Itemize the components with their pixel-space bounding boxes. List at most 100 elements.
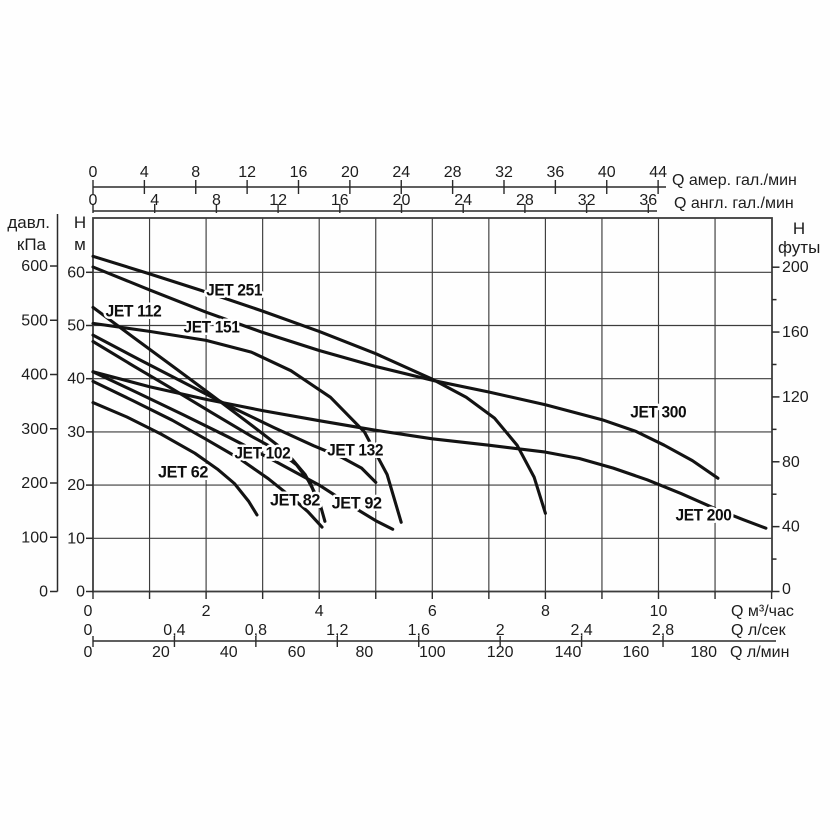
axis-bottom-l-min: 0 20 40 60 80 100 120 140 160 180 Q л/мин bbox=[84, 640, 789, 661]
axis-top-imp_gpm: 0 4 8 12 16 20 24 28 32 36 Q англ. гал./мин bbox=[89, 192, 794, 213]
pump-curves bbox=[91, 254, 768, 531]
axis-left-head-m: 60 50 40 30 20 10 0 Hм bbox=[67, 213, 93, 601]
svg-text:200: 200 bbox=[21, 475, 48, 492]
svg-text:8: 8 bbox=[541, 603, 550, 620]
axis-bottom-l-s: 0 0,4 0,8 1,2 1,6 2 2,4 2,8 Q л/сек bbox=[84, 622, 787, 647]
svg-text:Q л/сек: Q л/сек bbox=[731, 622, 787, 639]
svg-text:16: 16 bbox=[331, 192, 349, 209]
svg-text:Q м³/час: Q м³/час bbox=[731, 603, 794, 620]
curve-label-jet-300: JET 300 bbox=[630, 403, 686, 422]
curve-labels: JET 62 JET 82 JET 92 JET 102 JET 112 JET 132 J… bbox=[103, 278, 734, 527]
svg-text:80: 80 bbox=[356, 644, 374, 661]
svg-text:36: 36 bbox=[546, 164, 564, 181]
curve-jet-62 bbox=[91, 401, 259, 517]
svg-text:0: 0 bbox=[84, 603, 93, 620]
svg-text:8: 8 bbox=[212, 192, 221, 209]
svg-text:0: 0 bbox=[84, 644, 93, 661]
svg-text:0: 0 bbox=[89, 192, 98, 209]
curve-label-jet-132: JET 132 bbox=[327, 440, 383, 459]
curve-label-jet-151: JET 151 bbox=[183, 317, 239, 336]
svg-text:30: 30 bbox=[67, 424, 85, 441]
svg-text:36: 36 bbox=[639, 192, 657, 209]
axis-left-pressure-kpa: 600 500 400 300 200 100 0 давл. кПа bbox=[7, 213, 59, 601]
svg-text:2,8: 2,8 bbox=[652, 622, 674, 639]
curve-jet-200 bbox=[91, 370, 768, 530]
svg-text:180: 180 bbox=[690, 644, 717, 661]
axis-top-us_gpm: 0 4 8 12 16 20 24 28 32 36 40 44 Q амер. гал./мин bbox=[89, 164, 797, 194]
svg-text:32: 32 bbox=[578, 192, 596, 209]
svg-text:4: 4 bbox=[140, 164, 149, 181]
svg-text:4: 4 bbox=[315, 603, 324, 620]
svg-text:200: 200 bbox=[782, 259, 809, 276]
svg-text:28: 28 bbox=[516, 192, 534, 209]
svg-text:2: 2 bbox=[496, 622, 505, 639]
svg-text:44: 44 bbox=[649, 164, 667, 181]
svg-text:0: 0 bbox=[782, 581, 791, 598]
svg-text:0: 0 bbox=[84, 622, 93, 639]
svg-text:300: 300 bbox=[21, 421, 48, 438]
curve-jet-151 bbox=[91, 321, 403, 524]
svg-text:10: 10 bbox=[67, 530, 85, 547]
svg-text:80: 80 bbox=[782, 454, 800, 471]
svg-text:кПа: кПа bbox=[17, 235, 47, 254]
svg-text:120: 120 bbox=[782, 389, 809, 406]
svg-text:8: 8 bbox=[191, 164, 200, 181]
svg-text:500: 500 bbox=[21, 312, 48, 329]
curve-label-jet-112: JET 112 bbox=[105, 301, 161, 320]
svg-text:140: 140 bbox=[555, 644, 582, 661]
head-m-axis-title: H bbox=[74, 213, 86, 232]
svg-text:2: 2 bbox=[202, 603, 211, 620]
svg-text:100: 100 bbox=[21, 529, 48, 546]
svg-text:24: 24 bbox=[454, 192, 472, 209]
svg-text:160: 160 bbox=[623, 644, 650, 661]
svg-text:120: 120 bbox=[487, 644, 514, 661]
svg-text:20: 20 bbox=[67, 477, 85, 494]
svg-text:6: 6 bbox=[428, 603, 437, 620]
svg-text:24: 24 bbox=[392, 164, 410, 181]
svg-text:20: 20 bbox=[341, 164, 359, 181]
svg-text:0,8: 0,8 bbox=[245, 622, 267, 639]
svg-text:400: 400 bbox=[21, 367, 48, 384]
svg-text:20: 20 bbox=[393, 192, 411, 209]
svg-text:20: 20 bbox=[152, 644, 170, 661]
svg-text:1,2: 1,2 bbox=[326, 622, 348, 639]
svg-text:0: 0 bbox=[89, 164, 98, 181]
svg-text:2,4: 2,4 bbox=[570, 622, 592, 639]
svg-text:футы: футы bbox=[778, 238, 820, 257]
svg-text:0,4: 0,4 bbox=[163, 622, 185, 639]
svg-text:0: 0 bbox=[39, 584, 48, 601]
svg-text:100: 100 bbox=[419, 644, 446, 661]
svg-text:0: 0 bbox=[76, 584, 85, 601]
curve-jet-300 bbox=[91, 265, 720, 480]
svg-text:60: 60 bbox=[288, 644, 306, 661]
svg-text:12: 12 bbox=[269, 192, 287, 209]
curve-label-jet-102: JET 102 bbox=[234, 444, 290, 463]
svg-text:10: 10 bbox=[650, 603, 668, 620]
svg-text:16: 16 bbox=[290, 164, 308, 181]
svg-text:Q л/мин: Q л/мин bbox=[730, 644, 789, 661]
svg-text:4: 4 bbox=[150, 192, 159, 209]
svg-text:1,6: 1,6 bbox=[408, 622, 430, 639]
head-ft-axis-title: H bbox=[793, 219, 805, 238]
svg-text:40: 40 bbox=[598, 164, 616, 181]
curve-label-jet-82: JET 82 bbox=[270, 490, 320, 509]
curve-jet-92 bbox=[91, 370, 395, 531]
pressure-axis-title: давл. bbox=[7, 213, 50, 232]
svg-text:40: 40 bbox=[220, 644, 238, 661]
svg-text:60: 60 bbox=[67, 264, 85, 281]
svg-text:12: 12 bbox=[238, 164, 256, 181]
curve-label-jet-92: JET 92 bbox=[332, 494, 382, 513]
svg-text:40: 40 bbox=[782, 519, 800, 536]
curve-jet-112 bbox=[91, 305, 327, 523]
curve-jet-82 bbox=[91, 379, 324, 529]
svg-text:Q амер. гал./мин: Q амер. гал./мин bbox=[672, 172, 797, 189]
curve-label-jet-200: JET 200 bbox=[675, 506, 731, 525]
axis-bottom-m3h: 0 2 4 6 8 10 Q м³/час bbox=[84, 591, 794, 620]
svg-text:32: 32 bbox=[495, 164, 513, 181]
curve-label-jet-251: JET 251 bbox=[206, 281, 262, 300]
svg-text:Q англ. гал./мин: Q англ. гал./мин bbox=[674, 195, 794, 212]
svg-text:40: 40 bbox=[67, 371, 85, 388]
